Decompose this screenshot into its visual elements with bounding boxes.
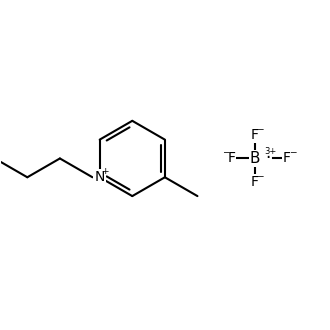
Text: F: F bbox=[283, 151, 291, 165]
Text: F: F bbox=[227, 151, 235, 165]
Text: 3+: 3+ bbox=[264, 147, 277, 156]
Text: B: B bbox=[250, 151, 260, 166]
Text: F: F bbox=[251, 128, 259, 142]
Text: −: − bbox=[222, 148, 230, 156]
Text: +: + bbox=[101, 167, 109, 176]
Text: −: − bbox=[288, 148, 296, 156]
Text: N: N bbox=[94, 170, 105, 184]
Text: −: − bbox=[256, 124, 264, 133]
Text: −: − bbox=[256, 171, 264, 180]
Text: ·: · bbox=[265, 149, 271, 167]
Text: F: F bbox=[251, 175, 259, 189]
